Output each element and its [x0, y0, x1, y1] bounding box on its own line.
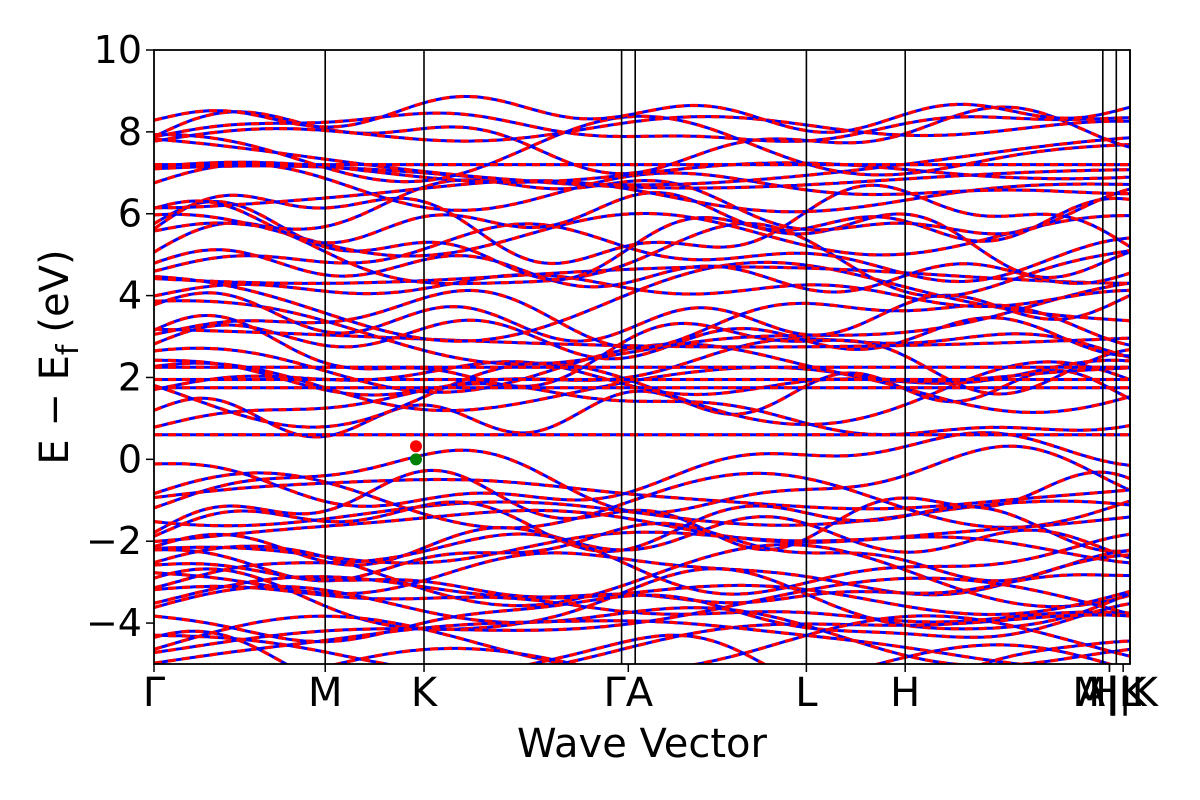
band-line-spin-b — [154, 114, 1130, 184]
band-line-spin-b — [154, 576, 1130, 655]
band-line-spin-b — [154, 265, 1130, 285]
band-line-spin-b — [154, 530, 1130, 565]
kpoint-label: K — [411, 670, 439, 716]
band-line-spin-b — [154, 551, 1130, 597]
y-tick-label: −4 — [86, 601, 142, 645]
y-axis-ticks: 10 8 6 4 2 0 −2 −4 — [86, 28, 154, 645]
band-line-spin-b — [154, 136, 1130, 187]
band-line-spin-a — [154, 95, 1130, 134]
band-line-spin-b — [154, 162, 1130, 212]
band-line-spin-a — [154, 471, 1130, 530]
y-axis-label-units: (eV) — [32, 249, 78, 332]
band-line-spin-b — [154, 191, 1130, 245]
band-line-spin-b — [154, 273, 1130, 309]
kpoint-label: ΓA — [603, 670, 653, 716]
y-axis-label-subscript: f — [51, 343, 86, 355]
band-line-spin-b — [154, 222, 1130, 284]
band-line-spin-b — [154, 500, 1130, 554]
band-line-spin-b — [154, 508, 1130, 544]
band-line-spin-b — [154, 221, 1130, 299]
y-tick-label: 8 — [118, 110, 142, 154]
y-axis-label-text: E − Ef (eV) — [32, 249, 86, 464]
band-line-spin-b — [154, 183, 1130, 266]
x-axis-ticks: Γ M K ΓA L H A|LM|KH|K — [143, 664, 1160, 716]
band-line-spin-b — [154, 567, 1130, 631]
kpoint-label: A|L — [1078, 670, 1142, 716]
kpoint-label: H — [890, 670, 920, 716]
y-tick-label: 0 — [118, 437, 142, 481]
kpoint-label: M|K — [1072, 670, 1148, 716]
band-line-spin-b — [154, 532, 1130, 596]
band-line-spin-b — [154, 178, 1130, 236]
plot-frame — [153, 49, 1131, 665]
kpoint-label: M — [308, 670, 343, 716]
band-line-spin-b — [154, 629, 1130, 664]
band-line-spin-b — [154, 115, 1130, 143]
band-line-spin-b — [154, 382, 1130, 437]
band-line-spin-b — [154, 211, 1130, 258]
band-line-spin-a — [154, 515, 1130, 567]
band-line-spin-b — [154, 327, 1130, 349]
band-line-spin-b — [154, 291, 1130, 343]
band-line-spin-b — [154, 160, 1130, 184]
kpoint-label: L — [795, 670, 818, 716]
band-line-spin-b — [154, 369, 1130, 439]
y-tick-label: −2 — [86, 519, 142, 563]
kpoint-label: Γ — [143, 670, 166, 716]
x-axis-label: Wave Vector — [517, 721, 768, 767]
y-tick-label: 6 — [118, 192, 142, 236]
band-line-spin-b — [154, 94, 1130, 134]
y-axis-label-main: E − E — [32, 355, 78, 465]
band-line-spin-b — [154, 584, 1130, 624]
band-line-spin-b — [154, 521, 1130, 583]
cbm-marker — [409, 440, 422, 453]
band-line-spin-a — [154, 316, 1130, 361]
band-line-spin-b — [154, 477, 1130, 511]
band-line-spin-b — [154, 288, 1130, 350]
band-line-spin-a — [331, 643, 1115, 664]
band-line-spin-b — [154, 613, 1130, 664]
y-tick-label: 4 — [118, 274, 142, 318]
vbm-marker — [409, 453, 422, 466]
band-line-spin-a — [154, 248, 1130, 294]
band-extrema-markers — [409, 440, 422, 466]
band-line-spin-b — [154, 575, 1130, 617]
band-line-spin-a — [154, 543, 1130, 609]
band-line-spin-b — [154, 619, 1032, 664]
band-line-spin-b — [154, 614, 1130, 664]
y-axis-label: E − Ef (eV) — [32, 249, 86, 464]
y-tick-label: 2 — [118, 355, 142, 399]
y-tick-label: 10 — [94, 28, 142, 72]
band-line-spin-b — [154, 584, 1130, 664]
bands-layer — [154, 94, 1130, 664]
band-line-spin-b — [154, 281, 1130, 366]
band-line-spin-a — [154, 584, 1130, 664]
band-line-spin-b — [154, 332, 1130, 397]
kpoint-label: H|K — [1088, 670, 1160, 716]
band-line-spin-b — [154, 111, 1130, 143]
band-line-spin-b — [154, 593, 1130, 644]
